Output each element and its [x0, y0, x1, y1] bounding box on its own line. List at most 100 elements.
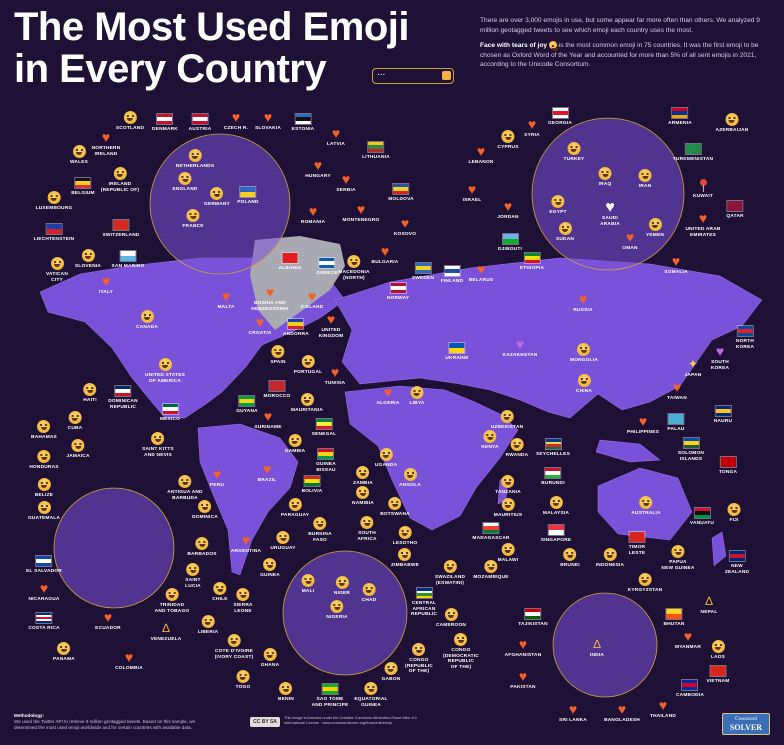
country-name: NAURU [713, 419, 733, 424]
country-name: BENIN [278, 697, 294, 702]
country-label: TURKEY [564, 142, 585, 163]
country-name: SENEGAL [311, 432, 337, 437]
country-label: ∆ VENEZUELA [151, 622, 182, 643]
country-name: TURKEY [563, 157, 585, 162]
highlight-text: is the most common emoji in 75 countries… [480, 42, 759, 69]
joy-face-icon [671, 545, 685, 558]
country-label: SCOTLAND [116, 111, 144, 132]
country-name: CAMEROON [435, 623, 467, 628]
country-name: SURINAME [254, 425, 282, 430]
flag-icon [268, 380, 286, 392]
joy-face-icon [213, 582, 227, 595]
country-name: NICARAGUA [28, 597, 60, 602]
flag-stripe [390, 283, 406, 287]
country-name: BURUNDI [541, 481, 565, 486]
country-name: BOSNIA AND HERZEGOVINA [251, 301, 289, 312]
joy-face-icon [356, 486, 370, 499]
heart-icon: ♥ [356, 201, 366, 217]
flag-icon [294, 113, 312, 125]
flag-icon [667, 413, 685, 425]
country-name: GUYANA [236, 409, 258, 414]
flag-stripe [269, 381, 285, 386]
country-name: NORTH KOREA [735, 339, 755, 350]
joy-face-icon [151, 432, 165, 445]
country-name: KUWAIT [692, 194, 714, 199]
flag-icon [671, 107, 689, 119]
joy-face-icon [403, 468, 417, 481]
joy-face-icon [83, 383, 97, 396]
country-name: CONGO (REPUBLIC OF THE) [405, 658, 433, 675]
joy-face-icon [410, 386, 424, 399]
country-name: BOTSWANA [380, 512, 410, 517]
flag-stripe [525, 609, 541, 613]
country-label: ♥ BULGARIA [372, 243, 399, 266]
country-label: AUSTRALIA [631, 496, 661, 517]
country-label: ♥ ITALY [99, 274, 113, 296]
heart-icon: ♥ [672, 379, 682, 395]
flag-icon [156, 113, 174, 125]
country-name: NETHERLANDS [175, 164, 215, 169]
country-label: SPAIN [270, 345, 285, 366]
country-name: UNITED STATES OF AMERICA [145, 373, 185, 384]
heart-icon: ♥ [380, 243, 390, 259]
flag-stripe [120, 251, 136, 256]
joy-face-icon [727, 503, 741, 516]
country-name: LUXEMBOURG [35, 206, 73, 211]
country-label: ♥ MYANMAR [675, 629, 701, 651]
flag-stripe [729, 557, 745, 561]
joy-face-icon [558, 222, 572, 235]
flag-stripe [694, 514, 710, 518]
country-name: DOMINICAN REPUBLIC [108, 399, 138, 410]
country-label: FRANCE [182, 209, 203, 230]
country-label: ♥ UNITED ARAB EMIRATES [685, 211, 720, 238]
flag-stripe [304, 476, 320, 480]
south-america [197, 423, 299, 576]
highlight-bold: Face with tears of joy [480, 42, 548, 50]
flag-stripe [75, 178, 91, 182]
country-label: FIJI [727, 503, 741, 524]
country-name: THAILAND [649, 714, 677, 719]
country-name: TONGA [718, 470, 738, 475]
country-name: MEXICO [159, 417, 181, 422]
flag-stripe [682, 686, 698, 690]
country-label: ♥ TAIWAN [667, 379, 687, 402]
country-name: AFGHANISTAN [504, 653, 542, 658]
country-name: BAHAMAS [31, 435, 57, 440]
country-name: GREECE [316, 271, 338, 276]
folded-hands-icon: ∆ [705, 594, 713, 608]
flag-stripe [288, 325, 304, 329]
highlight-paragraph: Face with tears of joy is the most commo… [480, 41, 776, 70]
flag-stripe [545, 471, 561, 475]
country-name: FRANCE [182, 224, 204, 229]
flag-stripe [415, 269, 431, 273]
joy-face-icon [347, 255, 361, 268]
south-asia-zoom-circle [552, 592, 658, 698]
country-label: ♥ SAUDI ARABIA [600, 200, 620, 227]
country-label: INDONESIA [596, 548, 624, 569]
flag-stripe [368, 145, 384, 149]
country-label: GERMANY [204, 187, 230, 208]
joy-face-icon [639, 496, 653, 509]
country-name: LIECHTENSTEIN [33, 237, 75, 242]
country-label: ESTONIA [292, 111, 315, 133]
country-label: ALBANIA [279, 250, 302, 272]
joy-face-icon [263, 648, 277, 661]
heart-icon: ♥ [658, 697, 668, 713]
flag-icon [321, 683, 339, 695]
country-label: LITHUANIA [362, 139, 390, 161]
joy-face-icon [362, 583, 376, 596]
country-label: ♥ ARGENTINA [231, 533, 261, 555]
country-name: LEBANON [468, 160, 494, 165]
country-label: COSTA RICA [28, 610, 59, 632]
joy-face-icon [444, 608, 458, 621]
flag-icon [74, 177, 92, 189]
heart-icon: ♥ [476, 143, 486, 159]
country-label: NIGERIA [326, 600, 347, 621]
country-name: HONDURAS [29, 465, 59, 470]
country-name: ICELAND [300, 305, 324, 310]
middle-east-zoom-circle [531, 117, 685, 271]
country-label: PORTUGAL [294, 355, 323, 376]
flag-stripe [483, 526, 499, 530]
country-label: POLAND [237, 184, 259, 206]
country-name: MOLDOVA [388, 197, 414, 202]
